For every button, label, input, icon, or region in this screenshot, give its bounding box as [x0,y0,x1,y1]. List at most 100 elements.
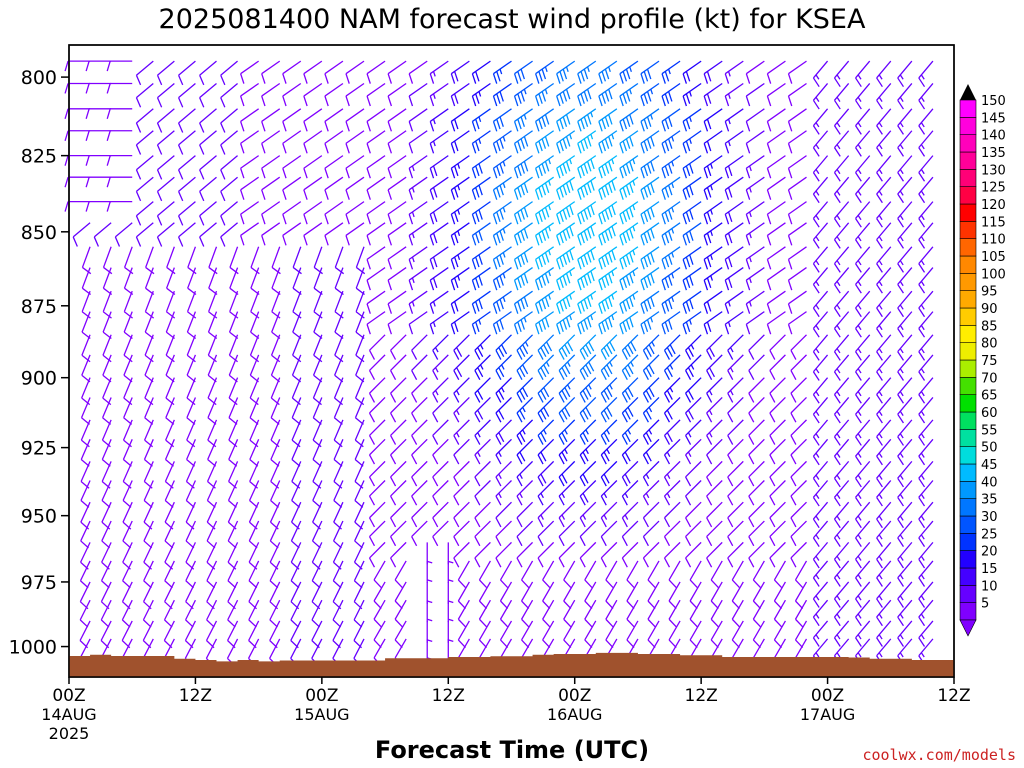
wind-barb [682,176,702,200]
wind-barb [106,200,133,212]
wind-barb [368,460,386,487]
wind-barb [663,334,681,360]
colorbar-label: 10 [981,579,998,594]
wind-barb [123,246,134,275]
wind-barb [769,520,786,547]
wind-barb [577,82,597,107]
wind-barb [64,82,91,94]
wind-barb [453,520,470,547]
wind-barb [706,354,723,380]
wind-barb [897,267,913,294]
wind-barb [685,419,702,445]
wind-barb [450,222,470,246]
wind-barb [394,560,407,589]
wind-barb [408,130,428,154]
wind-barb [876,201,892,228]
wind-barb [745,246,765,270]
y-tick-label: 800 [21,67,57,89]
wind-barb [855,246,871,273]
wind-barb [495,438,512,465]
wind-barb [186,290,197,319]
wind-barb [303,222,323,246]
wind-barb [724,290,744,314]
wind-barb [642,460,660,487]
wind-barb [685,541,702,568]
wind-barb [876,501,892,529]
colorbar-label: 85 [981,319,998,334]
wind-barb [640,311,660,335]
wind-barb [787,201,807,225]
colorbar-label: 50 [981,441,998,456]
wind-barb [745,222,765,246]
wind-barb [537,520,555,547]
wind-barb [556,290,576,314]
wind-barb [556,311,576,335]
wind-barb [598,155,618,179]
wind-barb [411,334,428,360]
wind-barb [855,108,871,135]
wind-barb [282,130,302,154]
wind-barb [619,246,639,270]
wind-barb [812,419,829,446]
wind-barb [812,599,829,627]
wind-barb [661,176,681,200]
wind-barb [600,480,618,506]
wind-barb [143,520,154,549]
wind-barb [833,541,850,569]
wind-barb [313,246,323,275]
wind-barb [600,520,618,547]
wind-barb [354,419,365,448]
colorbar-label: 110 [981,233,1006,248]
wind-barb [408,267,428,291]
wind-barb [186,334,197,363]
wind-barb [353,599,365,628]
wind-barb [577,290,597,314]
wind-barb [626,560,639,589]
colorbar-label: 150 [981,94,1006,109]
plot-frame-border [68,44,955,678]
wind-barb [106,108,133,119]
wind-barb [731,620,744,649]
wind-barb [598,222,618,246]
wind-barb [685,334,702,360]
wind-barb [748,419,765,445]
wind-barb [354,520,365,549]
wind-barb [703,176,723,200]
wind-barb [81,334,91,363]
colorbar-label: 5 [981,597,989,612]
wind-barb [345,155,365,179]
wind-barb [366,311,386,335]
wind-barb [640,246,660,270]
wind-barb [333,520,344,549]
wind-barb [366,155,386,179]
wind-barb [558,377,576,403]
wind-barb [577,130,597,154]
wind-barb [85,60,112,72]
wind-barb [790,354,807,380]
colorbar-label: 125 [981,181,1006,196]
wind-barb [394,599,407,628]
wind-barb [706,501,723,528]
wind-barb [773,581,786,610]
wind-barb [366,82,386,107]
wind-barb [876,311,892,338]
wind-barb [745,82,765,107]
wind-barb [833,354,850,381]
wind-barb [897,419,913,446]
wind-barb [812,354,829,381]
colorbar-label: 145 [981,111,1006,126]
wind-barb [812,520,829,547]
wind-barb [556,246,576,270]
y-tick-label: 825 [21,146,57,168]
wind-barb [727,480,744,506]
wind-barb [706,377,723,403]
wind-barb [727,520,744,547]
wind-barb [387,267,407,291]
colorbar-swatch [959,377,977,395]
wind-barb [703,290,723,314]
wind-barb [355,246,366,275]
wind-barb [661,267,681,291]
wind-barb [513,176,533,200]
wind-barb [447,600,454,623]
wind-barb [605,620,618,649]
